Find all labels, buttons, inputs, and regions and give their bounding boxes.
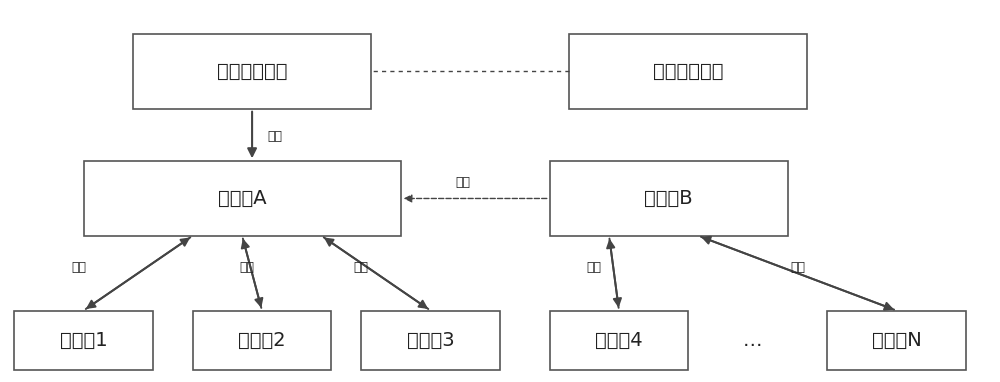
Text: 轮询: 轮询 [354,261,369,274]
Bar [133,34,371,109]
Bar [550,311,688,371]
Text: 轮询: 轮询 [790,261,805,274]
Text: 客户端2: 客户端2 [238,331,286,350]
Text: 客户端3: 客户端3 [407,331,454,350]
Text: 第一终端设备: 第一终端设备 [653,62,724,81]
Text: 客户端1: 客户端1 [60,331,107,350]
Bar [361,311,500,371]
Text: 保存: 保存 [267,130,282,143]
Text: 轮询: 轮询 [587,261,602,274]
Text: …: … [743,331,763,350]
Text: 客户端N: 客户端N [872,331,922,350]
Text: 拉取: 拉取 [455,176,470,189]
Bar [569,34,807,109]
Bar [84,161,401,236]
Bar [550,161,788,236]
Text: 客户端4: 客户端4 [595,331,643,350]
Bar [193,311,331,371]
Bar [14,311,153,371]
Text: 事件录入系统: 事件录入系统 [217,62,287,81]
Text: 轮询: 轮询 [240,261,255,274]
Bar [827,311,966,371]
Text: 服务器B: 服务器B [644,189,693,208]
Text: 轮询: 轮询 [71,261,86,274]
Text: 服务器A: 服务器A [218,189,266,208]
